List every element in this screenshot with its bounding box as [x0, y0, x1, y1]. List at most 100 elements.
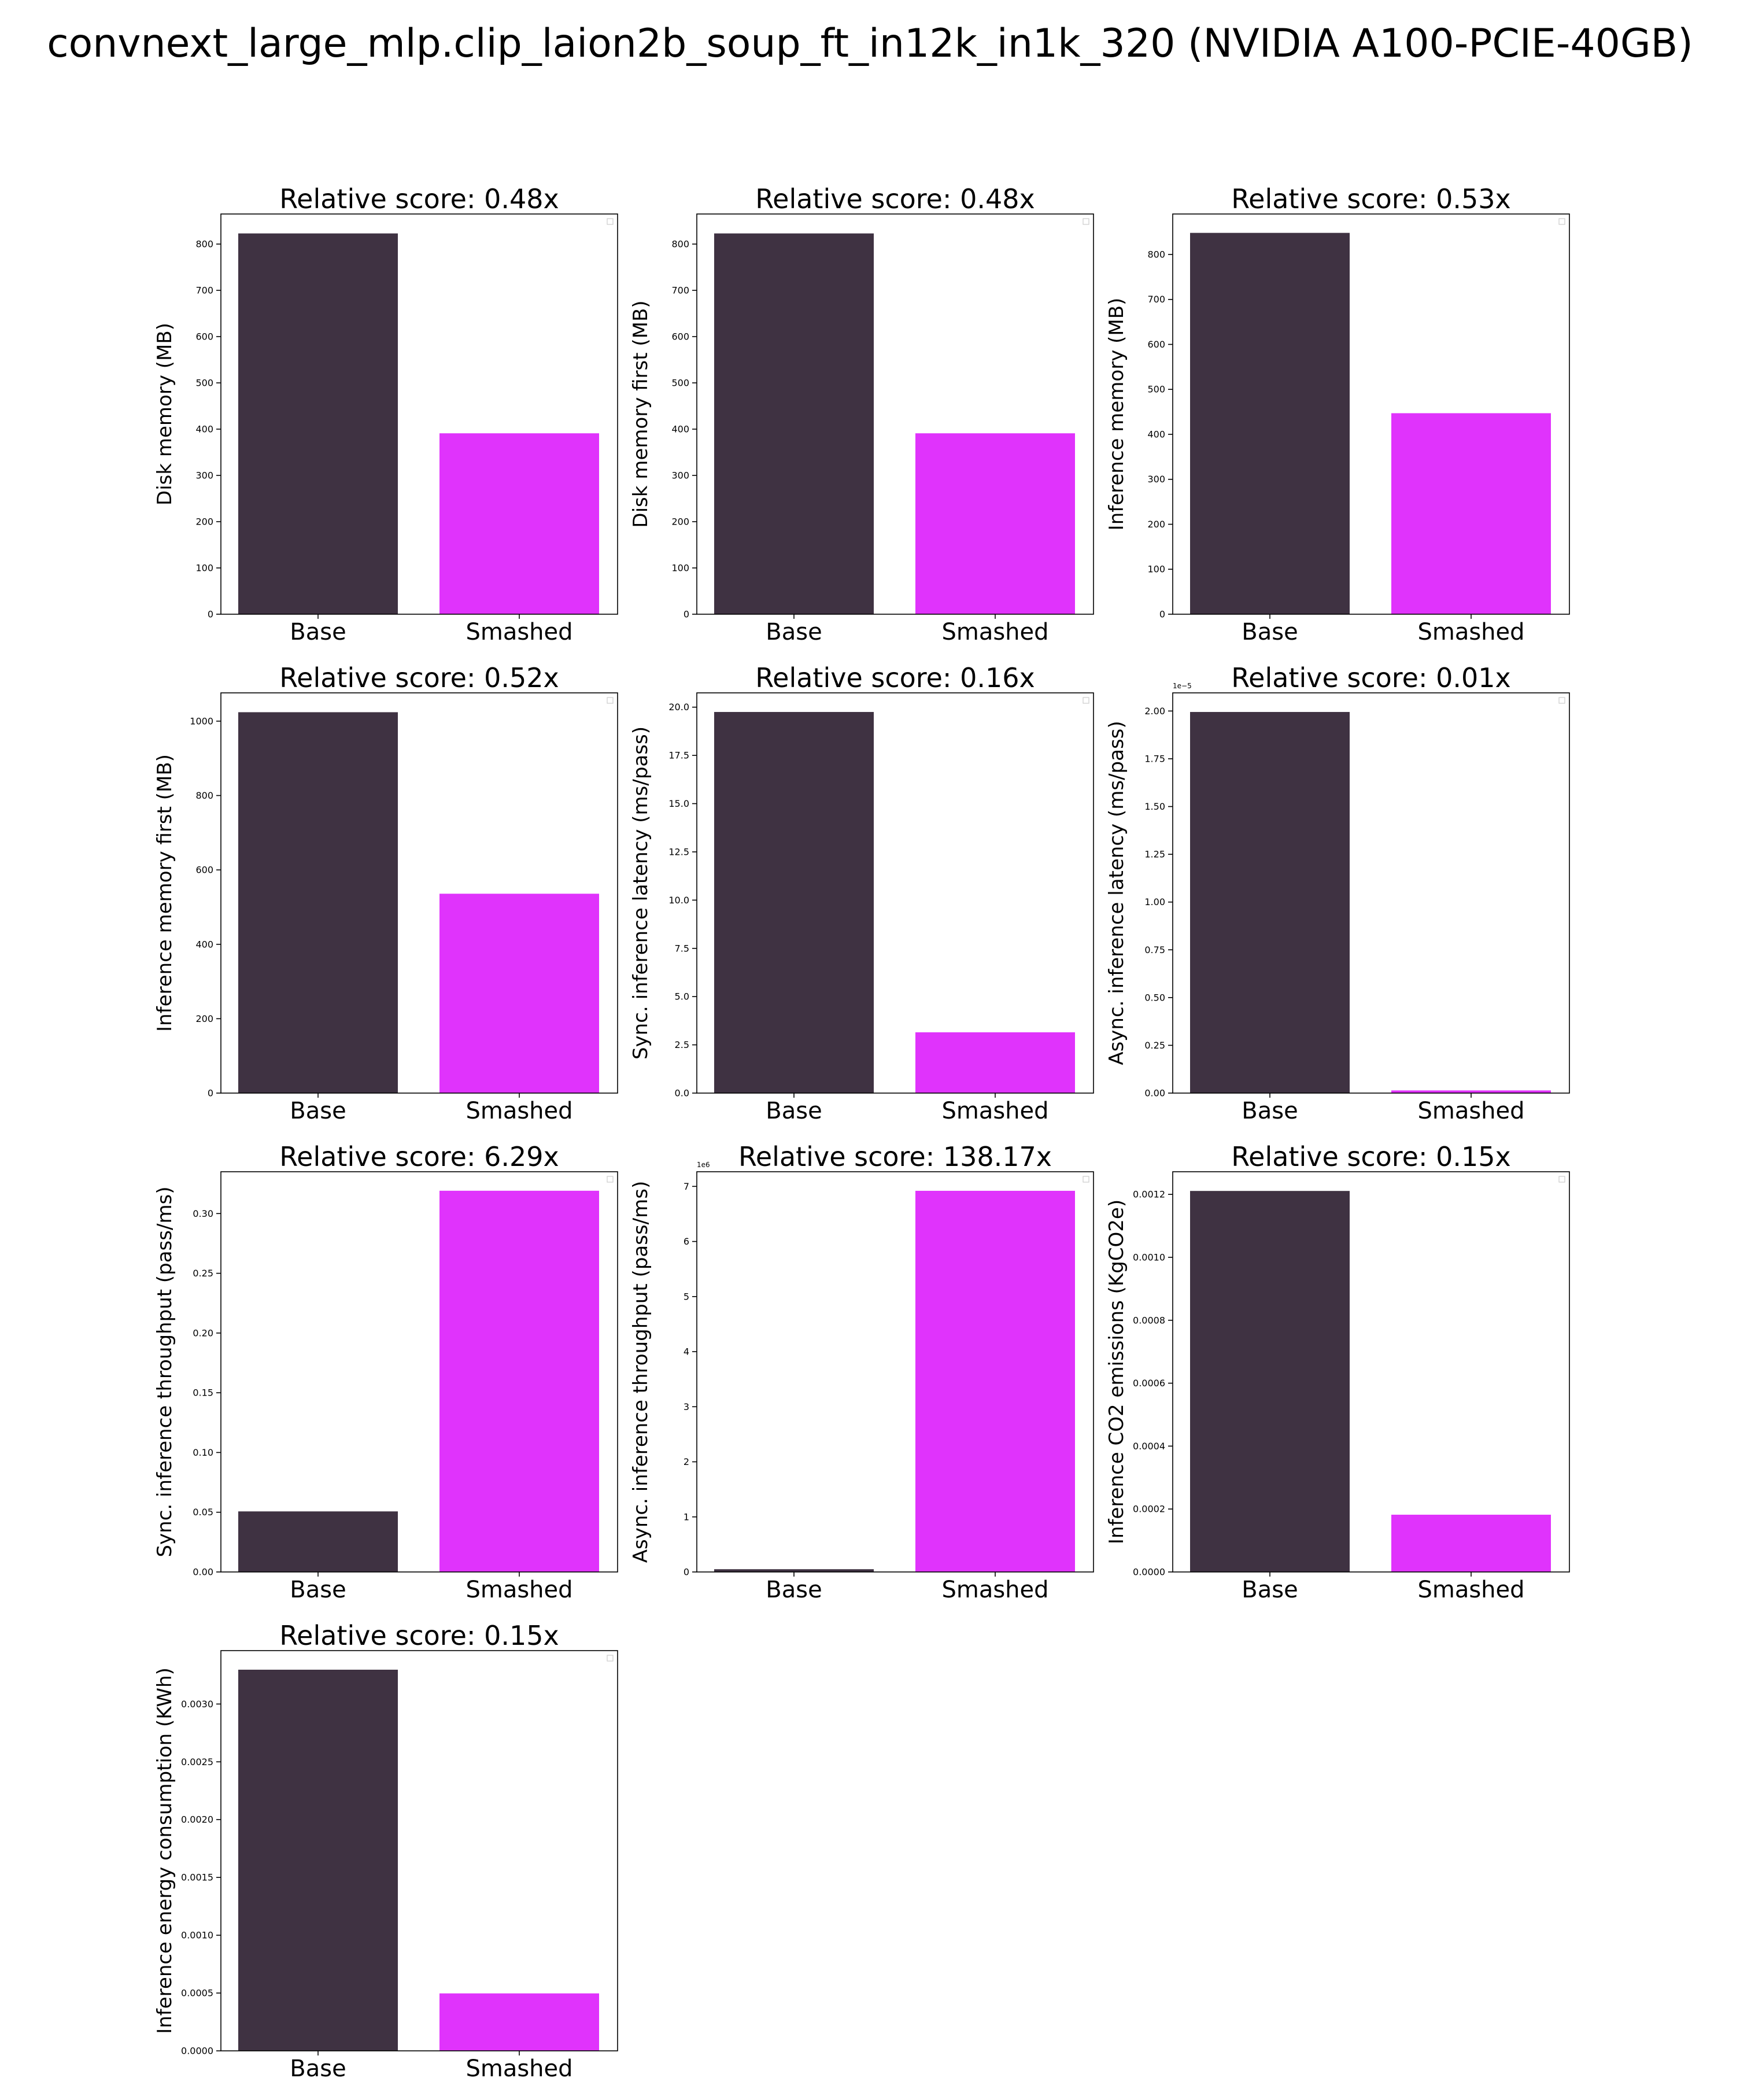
chart-panel-4: 0 200 400 600 800 1000 Base Smashed Relative sco…: [153, 662, 618, 1124]
bar-base: [1190, 712, 1350, 1093]
bar-base: [1190, 1191, 1350, 1572]
x-tick-label-smashed: Smashed: [1417, 1577, 1524, 1603]
axes-frame: [220, 692, 618, 1094]
bar-smashed: [439, 1190, 599, 1572]
y-tick-label: 0.75: [1144, 944, 1165, 955]
y-offset-label: 1e6: [697, 1161, 710, 1169]
chart-panel-9: 0.0000 0.0002 0.0004 0.0006 0.0008 0.0010 0.00…: [1105, 1141, 1570, 1603]
y-tick-label: 12.5: [668, 846, 689, 857]
y-tick-label: 6: [684, 1236, 689, 1247]
panel-title: Relative score: 0.15x: [1231, 1141, 1511, 1172]
bar-base: [1190, 232, 1350, 614]
y-axis-label: Sync. inference throughput (pass/ms): [153, 1186, 176, 1557]
y-tick-label: 0.50: [1144, 992, 1165, 1003]
y-tick-label: 0.00: [193, 1567, 213, 1578]
legend-box: [1083, 697, 1089, 704]
x-tick-label-base: Base: [1242, 1577, 1298, 1603]
bar-base: [714, 712, 874, 1093]
chart-panel-10: 0.0000 0.0005 0.0010 0.0015 0.0020 0.0025 0.00…: [153, 1620, 618, 2082]
bar-smashed: [1391, 1514, 1551, 1572]
y-axis-label: Disk memory first (MB): [629, 300, 652, 527]
y-tick-label: 0.20: [193, 1327, 213, 1338]
y-tick-label: 0: [208, 609, 213, 620]
y-tick-label: 100: [671, 563, 689, 574]
y-tick-label: 1.50: [1144, 801, 1165, 812]
y-tick-label: 2.5: [675, 1039, 689, 1050]
panel-title: Relative score: 0.48x: [279, 183, 559, 215]
x-tick-label-base: Base: [1242, 1098, 1298, 1124]
x-tick-label-base: Base: [290, 2055, 346, 2082]
x-tick-label-smashed: Smashed: [941, 1098, 1048, 1124]
y-tick-label: 0.0030: [181, 1699, 213, 1710]
y-tick-label: 200: [195, 1013, 213, 1024]
panel-title: Relative score: 0.48x: [755, 183, 1035, 215]
x-tick-label-base: Base: [290, 619, 346, 645]
chart-panel-6: 0.00 0.25 0.50 0.75 1.00 1.25 1.50 1.75 2.00 1e−5…: [1105, 662, 1570, 1124]
bar-smashed: [1391, 1090, 1551, 1093]
y-tick-label: 0.0: [675, 1088, 689, 1099]
legend-box: [607, 1176, 614, 1183]
y-tick-label: 300: [671, 470, 689, 481]
y-axis-label: Inference memory first (MB): [153, 754, 176, 1032]
x-tick-label-smashed: Smashed: [941, 1577, 1048, 1603]
y-tick-label: 0.0010: [1133, 1252, 1165, 1263]
y-tick-label: 700: [195, 285, 213, 296]
x-tick-label-smashed: Smashed: [466, 1577, 572, 1603]
y-tick-label: 800: [195, 790, 213, 801]
legend-box: [1558, 1176, 1565, 1183]
y-tick-label: 0.0020: [181, 1814, 213, 1825]
axes-frame: [220, 1650, 618, 2051]
y-axis-label: Sync. inference latency (ms/pass): [629, 726, 652, 1060]
x-tick-label-smashed: Smashed: [466, 619, 572, 645]
y-offset-label: 1e−5: [1173, 682, 1192, 690]
legend-box: [1083, 218, 1089, 225]
y-tick-label: 0.0006: [1133, 1378, 1165, 1389]
y-tick-label: 0.0010: [181, 1930, 213, 1941]
figure-title: convnext_large_mlp.clip_laion2b_soup_ft_…: [47, 21, 1693, 67]
legend-box: [1083, 1176, 1089, 1183]
bar-base: [714, 1569, 874, 1572]
y-tick-label: 0: [684, 1567, 689, 1578]
y-tick-label: 300: [1147, 474, 1165, 485]
x-tick-label-base: Base: [766, 1098, 822, 1124]
y-tick-label: 1: [684, 1511, 689, 1522]
chart-panel-3: 0 100 200 300 400 500 600 700 800 Base Smashed Rela…: [1105, 183, 1570, 645]
y-tick-label: 0.15: [193, 1387, 213, 1398]
y-tick-label: 0.0008: [1133, 1315, 1165, 1326]
y-tick-label: 600: [1147, 339, 1165, 350]
bar-smashed: [439, 433, 599, 614]
legend-box: [607, 697, 614, 704]
x-tick-label-base: Base: [290, 1577, 346, 1603]
y-tick-label: 0.0000: [181, 2046, 213, 2057]
bar-base: [238, 233, 398, 615]
y-tick-label: 200: [671, 516, 689, 527]
y-tick-label: 0: [208, 1088, 213, 1099]
panel-title: Relative score: 6.29x: [279, 1141, 559, 1172]
y-axis-label: Async. inference throughput (pass/ms): [629, 1181, 652, 1563]
bar-smashed: [915, 433, 1075, 614]
y-tick-label: 3: [684, 1401, 689, 1412]
y-tick-label: 300: [195, 470, 213, 481]
x-tick-label-base: Base: [1242, 619, 1298, 645]
panel-title: Relative score: 138.17x: [738, 1141, 1052, 1172]
y-tick-label: 0.0025: [181, 1756, 213, 1767]
chart-panel-1: 0 100 200 300 400 500 600 700 800 Base Smashed Rela…: [153, 183, 618, 645]
y-tick-label: 0.0005: [181, 1988, 213, 1999]
y-tick-label: 5.0: [675, 991, 689, 1002]
axes-frame: [1172, 213, 1570, 615]
panel-title: Relative score: 0.52x: [279, 662, 559, 693]
x-tick-label-base: Base: [766, 619, 822, 645]
y-tick-label: 1.00: [1144, 896, 1165, 907]
x-tick-label-smashed: Smashed: [941, 619, 1048, 645]
y-tick-label: 600: [195, 865, 213, 876]
y-tick-label: 100: [195, 563, 213, 574]
axes-frame: [696, 213, 1094, 615]
panel-title: Relative score: 0.53x: [1231, 183, 1511, 215]
x-tick-label-base: Base: [766, 1577, 822, 1603]
y-axis-label: Async. inference latency (ms/pass): [1105, 721, 1128, 1065]
y-axis-label: Inference energy consumption (KWh): [153, 1667, 176, 2034]
y-tick-label: 400: [195, 424, 213, 435]
y-tick-label: 0.0000: [1133, 1567, 1165, 1578]
y-tick-label: 700: [1147, 294, 1165, 305]
y-tick-label: 20.0: [668, 702, 689, 713]
